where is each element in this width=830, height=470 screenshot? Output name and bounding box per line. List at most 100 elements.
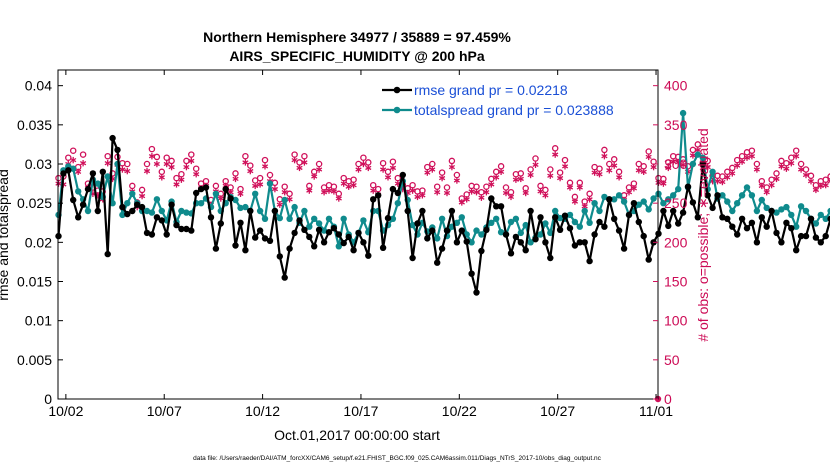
obs-evaluated-point <box>271 185 279 193</box>
obs-possible-point <box>615 168 623 176</box>
totalspread-series-point <box>670 192 677 199</box>
x-tick-label: 10/02 <box>48 403 83 419</box>
rmse-series-point <box>729 223 736 230</box>
obs-possible-point <box>291 151 298 158</box>
rmse-series-point <box>601 223 608 230</box>
obs-evaluated-point <box>478 194 485 201</box>
rmse-series-point <box>645 256 652 263</box>
legend-marker-totalspread <box>393 106 401 114</box>
y-axis-left: 0 0.005 0.01 0.015 0.02 0.025 0.03 0.035 0.04 <box>17 78 63 407</box>
rmse-series-point <box>389 185 397 193</box>
totalspread-series-point <box>256 207 264 215</box>
rmse-series-point <box>419 207 426 215</box>
totalspread-series-point <box>335 243 342 250</box>
y-tick-label: 0 <box>44 391 52 407</box>
totalspread-series-point <box>827 207 830 215</box>
totalspread-series-point <box>306 223 313 230</box>
rmse-series-point <box>365 252 372 259</box>
totalspread-series-point <box>788 211 795 219</box>
totalspread-series-point <box>709 168 716 175</box>
obs-evaluated-point <box>448 163 456 171</box>
rmse-series-point <box>773 229 780 237</box>
rmse-series-point <box>379 244 387 251</box>
totalspread-series-point <box>488 219 495 226</box>
totalspread-series-point <box>84 207 92 215</box>
legend-marker-rmse <box>393 86 401 94</box>
obs-evaluated-point <box>497 168 505 175</box>
y-right-tick-label: 150 <box>664 274 688 290</box>
rmse-series-point <box>542 239 549 246</box>
obs-evaluated-point <box>104 160 111 167</box>
rmse-series-point <box>453 239 461 246</box>
rmse-series-point <box>143 229 151 237</box>
y-right-tick-label: 400 <box>664 78 688 94</box>
obs-possible-point <box>183 157 190 165</box>
totalspread-series-point <box>556 214 564 222</box>
totalspread-series-point <box>468 239 475 246</box>
rmse-series-point <box>581 239 588 246</box>
obs-possible-point <box>807 172 815 180</box>
obs-evaluated-point <box>704 163 711 171</box>
legend-box <box>378 78 646 120</box>
rmse-series-point <box>256 227 264 234</box>
rmse-series-point <box>620 245 628 252</box>
rmse-series-point <box>197 185 205 193</box>
rmse-series-point <box>296 217 303 224</box>
x-tick-label: 10/17 <box>343 403 378 419</box>
obs-possible-point <box>748 147 756 154</box>
totalspread-series-point <box>596 207 603 215</box>
obs-possible-point <box>369 181 377 189</box>
obs-evaluated-point <box>616 174 623 181</box>
rmse-series-point <box>532 236 539 243</box>
obs-evaluated-point <box>75 168 82 175</box>
totalspread-series-point <box>212 190 220 197</box>
rmse-series-point <box>79 201 87 208</box>
rmse-series-point <box>124 210 131 218</box>
rmse-series-point <box>743 225 751 232</box>
rmse-series-point <box>163 231 170 238</box>
rmse-series-point <box>409 254 416 262</box>
rmse-series-point <box>812 234 820 241</box>
totalspread-series-point <box>158 207 165 215</box>
legend-label-totalspread: totalspread grand pr = 0.023888 <box>414 102 614 118</box>
totalspread-series-point <box>320 227 328 234</box>
rmse-series-point <box>237 219 244 226</box>
obs-evaluated-point <box>793 153 800 160</box>
obs-possible-point <box>497 163 505 170</box>
x-tick-label: 10/07 <box>147 403 182 419</box>
x-tick-label: 10/22 <box>442 403 477 419</box>
rmse-series-point <box>202 184 210 191</box>
rmse-series-point <box>443 227 451 234</box>
y-tick-label: 0.02 <box>25 234 52 250</box>
obs-evaluated-point <box>827 178 830 185</box>
obs-evaluated-point <box>738 158 746 165</box>
rmse-series-point <box>148 231 156 238</box>
obs-possible-point <box>79 151 87 158</box>
obs-evaluated-point <box>453 177 460 184</box>
obs-evaluated-point <box>807 178 815 185</box>
obs-evaluated-point <box>419 192 426 199</box>
obs-possible-point <box>527 166 534 173</box>
totalspread-series-point <box>783 203 790 211</box>
obs-evaluated-point <box>763 189 770 196</box>
obs-possible-point <box>138 186 146 194</box>
rmse-series-point <box>94 207 102 215</box>
totalspread-series-point <box>389 215 397 222</box>
totalspread-series-point <box>434 235 441 242</box>
rmse-series-point <box>734 231 741 238</box>
legend-label-rmse: rmse grand pr = 0.02218 <box>414 82 568 98</box>
obs-possible-point <box>158 168 166 176</box>
obs-evaluated-point <box>542 192 549 199</box>
obs-evaluated-point <box>645 153 652 161</box>
obs-evaluated-point <box>414 193 421 201</box>
rmse-series-point <box>802 232 810 240</box>
totalspread-series-point <box>512 215 520 222</box>
obs-evaluated-point <box>743 154 751 161</box>
x-tick-label: 11/01 <box>639 403 673 419</box>
totalspread-series-point <box>635 201 642 208</box>
obs-evaluated-point <box>758 182 765 190</box>
obs-possible-point <box>532 155 539 162</box>
totalspread-series-point <box>124 200 131 207</box>
rmse-series-point <box>429 227 436 234</box>
obs-evaluated-point <box>547 172 554 179</box>
